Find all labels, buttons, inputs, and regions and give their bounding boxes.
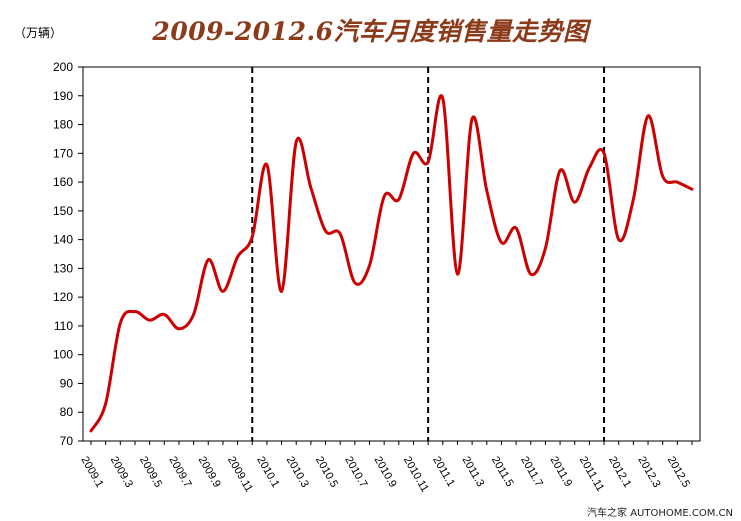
x-axis: 2009.1 2009.3 2009.5 2009.7 2009.9 2009.11 201… <box>78 441 693 495</box>
data-point <box>104 402 107 405</box>
data-point <box>192 313 195 316</box>
y-tick-label: 160 <box>53 175 73 189</box>
plot-area-frame <box>82 66 701 442</box>
y-tick-label: 140 <box>53 233 73 247</box>
data-point <box>309 186 312 189</box>
data-point <box>529 273 532 276</box>
y-tick-label: 150 <box>53 204 73 218</box>
data-point <box>383 195 386 198</box>
x-tick-label: 2011.3 <box>460 455 487 489</box>
y-tick-label: 100 <box>53 348 73 362</box>
y-tick-label: 180 <box>53 118 73 132</box>
data-point <box>148 319 151 322</box>
y-tick-label: 110 <box>54 319 73 333</box>
data-point <box>691 188 694 191</box>
watermark-text: 汽车之家 AUTOHOME.COM.CN <box>587 508 733 519</box>
data-point <box>544 247 547 250</box>
year-divider-lines <box>251 67 606 441</box>
data-point <box>588 166 591 169</box>
data-point <box>368 264 371 267</box>
x-tick-label: 2011.7 <box>518 455 545 489</box>
data-point <box>676 181 679 184</box>
data-point <box>397 198 400 201</box>
x-tick-label: 2012.3 <box>635 455 662 490</box>
x-tick-label: 2009.11 <box>225 455 255 495</box>
data-point <box>456 273 459 276</box>
data-point <box>339 232 342 235</box>
x-tick-label: 2010.5 <box>313 455 340 490</box>
data-point <box>163 313 166 316</box>
x-tick-label: 2010.1 <box>254 455 281 490</box>
data-point <box>485 189 488 192</box>
data-point <box>295 140 298 143</box>
y-tick-label: 170 <box>53 146 73 160</box>
x-tick-label: 2010.7 <box>342 455 369 490</box>
data-point <box>119 322 122 325</box>
data-point <box>251 235 254 238</box>
y-tick-label: 200 <box>53 60 73 74</box>
data-point <box>177 327 180 330</box>
data-point <box>90 429 93 432</box>
data-point <box>265 163 268 166</box>
data-point <box>427 160 430 163</box>
x-tick-label: 2012.1 <box>606 455 633 490</box>
y-tick-label: 80 <box>60 405 74 419</box>
data-point <box>617 238 620 241</box>
data-point <box>221 290 224 293</box>
data-point <box>661 175 664 178</box>
x-tick-label: 2009.3 <box>108 455 135 490</box>
data-point <box>324 229 327 232</box>
y-tick-label: 90 <box>60 376 74 390</box>
series-group <box>89 94 694 433</box>
y-axis: 70 80 90 100 110 120 130 140 150 160 170 180 190 200 <box>53 60 83 448</box>
data-point <box>559 169 562 172</box>
x-tick-label: 2011.5 <box>489 455 516 489</box>
x-tick-label: 2009.5 <box>137 455 164 490</box>
data-point <box>647 114 650 117</box>
x-tick-label: 2010.3 <box>284 455 311 490</box>
data-point <box>353 281 356 284</box>
data-point <box>603 152 606 155</box>
x-tick-label: 2010.11 <box>401 455 431 495</box>
data-point <box>471 117 474 120</box>
data-point <box>573 201 576 204</box>
data-point <box>236 255 239 258</box>
x-tick-label: 2011.11 <box>577 455 606 494</box>
data-point <box>207 258 210 261</box>
y-tick-label: 70 <box>60 434 74 448</box>
x-tick-label: 2009.9 <box>196 455 223 490</box>
data-point <box>280 290 283 293</box>
x-tick-label: 2010.9 <box>372 455 399 490</box>
y-tick-label: 120 <box>53 290 73 304</box>
x-tick-label: 2011.9 <box>547 455 574 489</box>
data-point <box>632 198 635 201</box>
data-point <box>133 310 136 313</box>
x-tick-label: 2011.1 <box>430 455 457 489</box>
y-tick-label: 130 <box>53 261 73 275</box>
x-tick-label: 2012.5 <box>665 455 692 490</box>
x-tick-label: 2009.1 <box>78 455 105 490</box>
sales-series-line <box>89 94 694 433</box>
y-tick-label: 190 <box>53 89 73 103</box>
chart-title: 2009-2012.6汽车月度销售量走势图 <box>152 17 589 46</box>
y-axis-unit-label: （万辆） <box>14 26 63 40</box>
x-tick-label: 2009.7 <box>166 455 193 490</box>
data-point <box>412 152 415 155</box>
data-point <box>515 227 518 230</box>
data-point <box>500 241 503 244</box>
data-point <box>441 97 444 100</box>
